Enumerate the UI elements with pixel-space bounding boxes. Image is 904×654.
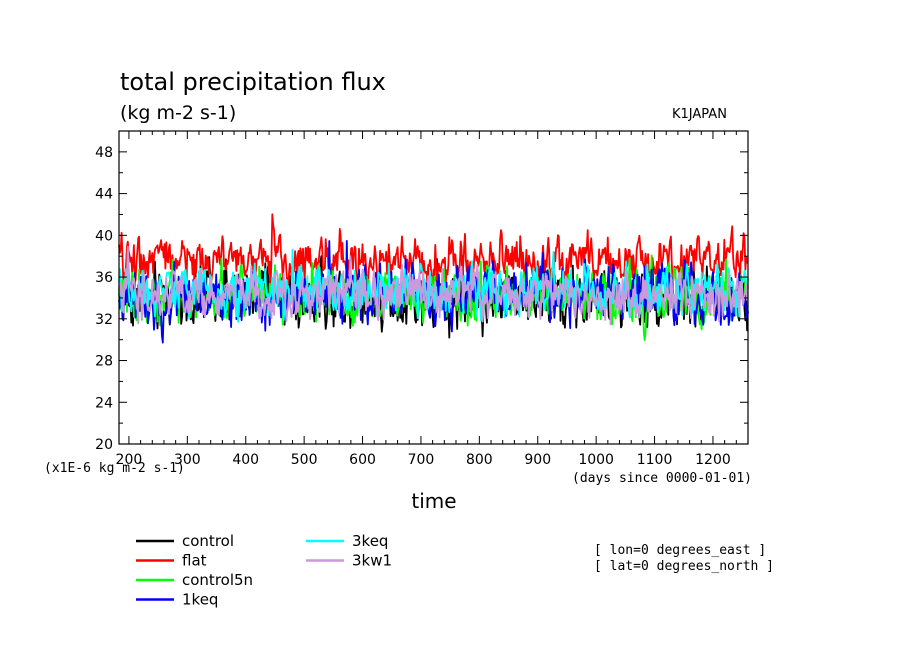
x-tick-label: 700 bbox=[408, 452, 435, 468]
y-tick-label: 40 bbox=[95, 228, 113, 244]
x-units-label: (days since 0000-01-01) bbox=[572, 471, 752, 486]
series-line-3kw1 bbox=[118, 245, 749, 326]
series-line-flat bbox=[118, 213, 749, 292]
annotation-lat: [ lat=0 degrees_north ] bbox=[594, 559, 774, 574]
series-layer bbox=[118, 213, 749, 344]
x-tick-label: 1100 bbox=[637, 452, 673, 468]
axes-layer: 200 300 400 500 600 700 800 900 1000 1100 1200 20 24… bbox=[95, 130, 749, 468]
region-label: K1JAPAN bbox=[672, 107, 727, 122]
x-tick-label: 800 bbox=[466, 452, 493, 468]
y-tick-label: 24 bbox=[95, 395, 113, 411]
x-tick-label: 900 bbox=[524, 452, 551, 468]
x-tick-label: 600 bbox=[349, 452, 376, 468]
y-tick-label: 44 bbox=[95, 187, 113, 203]
x-tick-label: 400 bbox=[232, 452, 259, 468]
y-scale-note: (x1E-6 kg m-2 s-1) bbox=[44, 461, 185, 476]
y-tick-label: 48 bbox=[95, 145, 113, 161]
legend-label-control5n: control5n bbox=[182, 571, 253, 589]
legend-label-3keq: 3keq bbox=[352, 532, 388, 550]
legend-label-control: control bbox=[182, 532, 234, 550]
annotation-lon: [ lon=0 degrees_east ] bbox=[594, 543, 766, 558]
y-tick-label: 20 bbox=[95, 437, 113, 453]
x-tick-label: 500 bbox=[291, 452, 318, 468]
x-tick-label: 300 bbox=[174, 452, 201, 468]
chart-title: total precipitation flux bbox=[120, 68, 386, 96]
y-tick-label: 32 bbox=[95, 312, 113, 328]
legend-label-3kw1: 3kw1 bbox=[352, 552, 392, 570]
plot-frame bbox=[118, 130, 749, 445]
legend-label-1keq: 1keq bbox=[182, 591, 218, 609]
y-tick-label: 28 bbox=[95, 354, 113, 370]
x-tick-label: 1000 bbox=[578, 452, 614, 468]
x-axis-label: time bbox=[411, 489, 456, 513]
chart-subtitle: (kg m-2 s-1) bbox=[120, 102, 236, 124]
y-tick-label: 36 bbox=[95, 270, 113, 286]
legend-label-flat: flat bbox=[182, 552, 207, 570]
x-tick-label: 200 bbox=[116, 452, 143, 468]
x-tick-label: 1200 bbox=[695, 452, 731, 468]
series-line-3keq bbox=[118, 248, 749, 323]
